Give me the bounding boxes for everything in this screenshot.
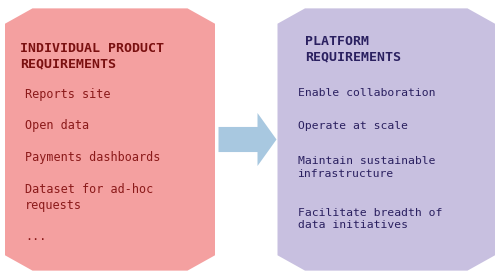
Text: INDIVIDUAL PRODUCT
REQUIREMENTS: INDIVIDUAL PRODUCT REQUIREMENTS bbox=[20, 42, 164, 71]
Text: Dataset for ad-hoc
requests: Dataset for ad-hoc requests bbox=[25, 183, 153, 212]
Text: Maintain sustainable
infrastructure: Maintain sustainable infrastructure bbox=[298, 156, 435, 179]
Text: PLATFORM
REQUIREMENTS: PLATFORM REQUIREMENTS bbox=[305, 35, 401, 64]
Text: Operate at scale: Operate at scale bbox=[298, 121, 408, 131]
Text: Enable collaboration: Enable collaboration bbox=[298, 88, 435, 98]
Text: Payments dashboards: Payments dashboards bbox=[25, 151, 160, 164]
Polygon shape bbox=[278, 8, 495, 271]
Text: Reports site: Reports site bbox=[25, 88, 110, 101]
Polygon shape bbox=[218, 113, 276, 166]
Polygon shape bbox=[5, 8, 215, 271]
Text: Open data: Open data bbox=[25, 119, 89, 132]
Text: Facilitate breadth of
data initiatives: Facilitate breadth of data initiatives bbox=[298, 208, 442, 230]
Text: ...: ... bbox=[25, 230, 46, 243]
